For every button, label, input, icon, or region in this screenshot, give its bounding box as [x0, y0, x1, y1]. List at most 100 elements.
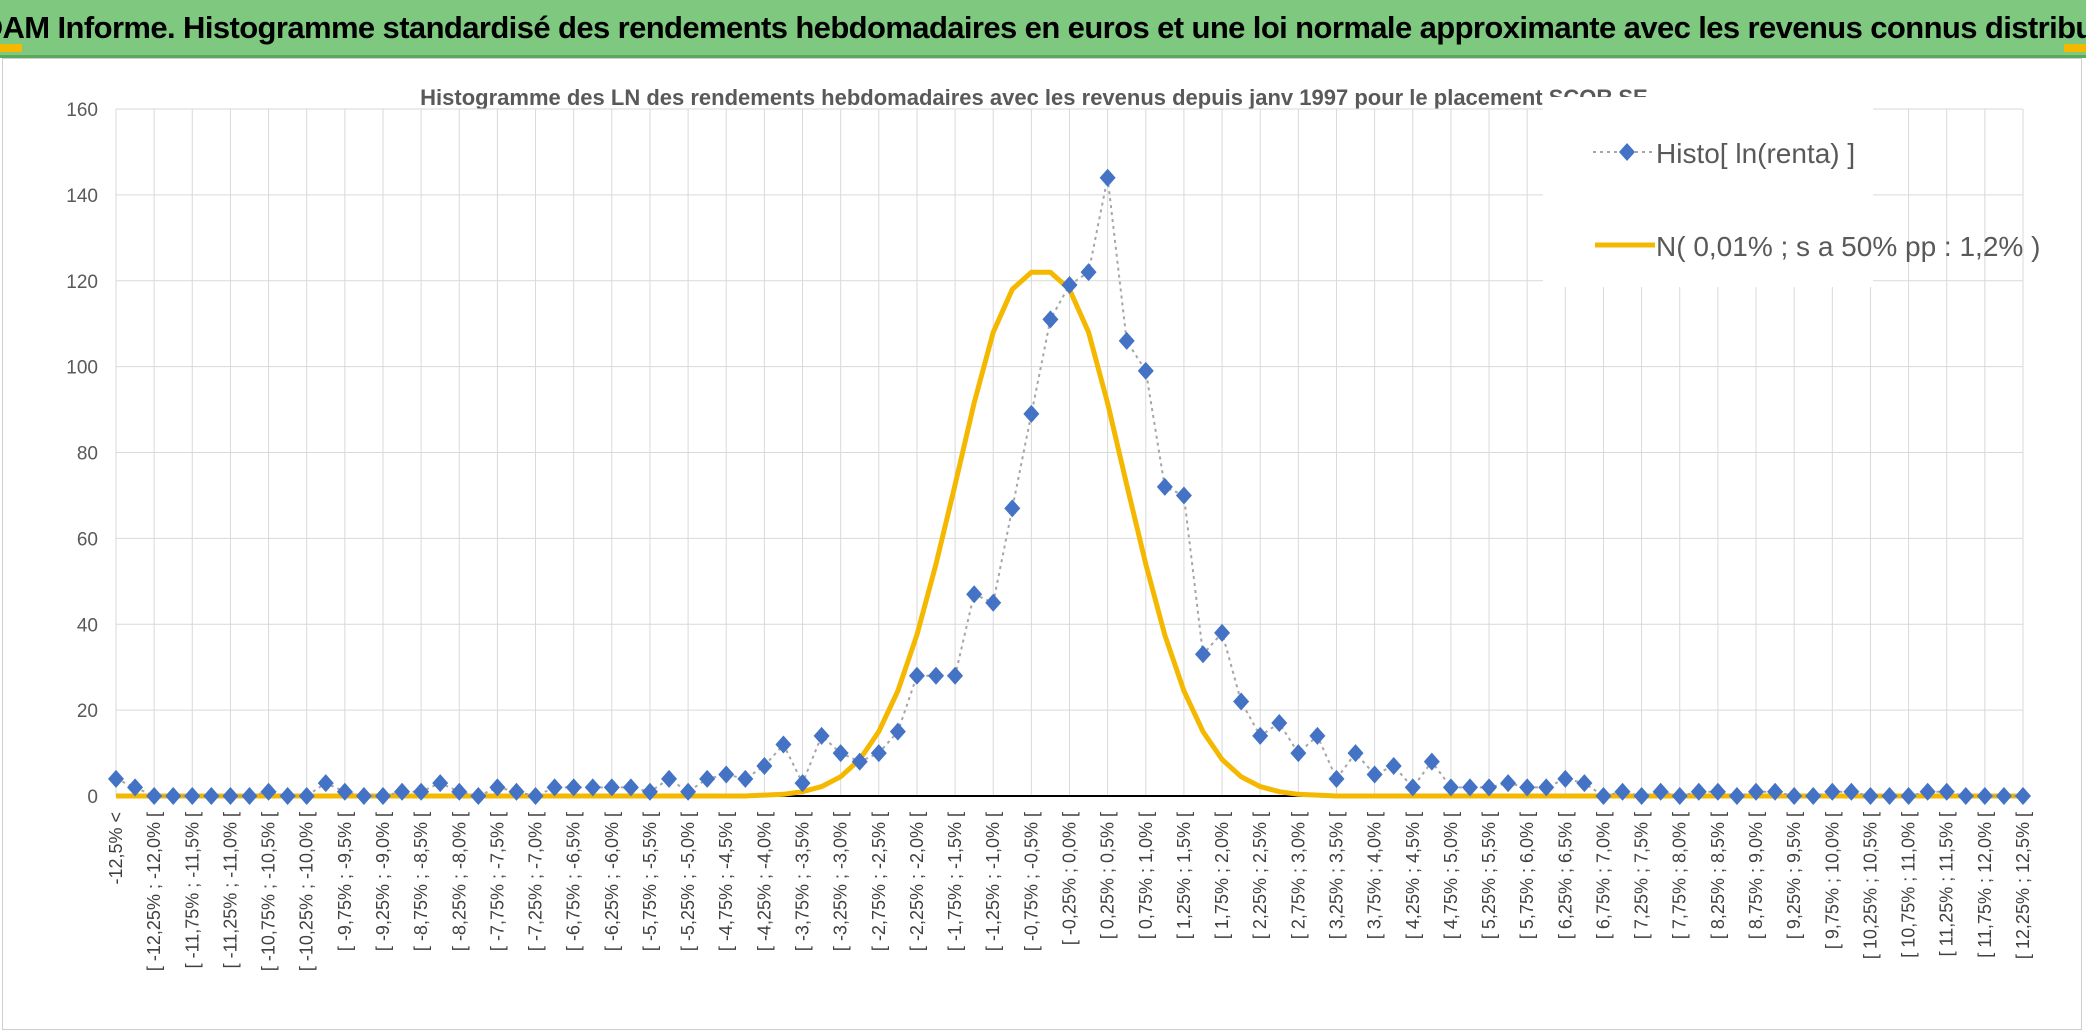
histo-point	[947, 666, 964, 685]
histo-point	[1671, 787, 1688, 805]
histo-point	[1995, 787, 2012, 805]
x-tick-label: [ -7,75% ; -7,5% [	[487, 812, 507, 951]
histo-point	[908, 666, 925, 685]
y-tick-label: 0	[87, 787, 98, 808]
histo-point	[1976, 787, 1993, 805]
y-tick-label: 100	[66, 358, 98, 379]
histo-point	[527, 787, 544, 805]
histo-point	[1728, 787, 1745, 805]
x-tick-label: [ 3,25% ; 3,5% [	[1326, 812, 1346, 939]
histo-point	[813, 726, 830, 745]
histo-point	[832, 744, 849, 763]
series-histo	[108, 168, 2031, 805]
histo-point	[680, 782, 697, 801]
y-tick-label: 120	[66, 272, 98, 293]
histo-point	[1614, 782, 1631, 801]
x-tick-label: [ 8,25% ; 8,5% [	[1708, 812, 1728, 939]
x-tick-label: [ -10,75% ; -10,5% [	[259, 812, 279, 971]
x-tick-label: [ -1,75% ; -1,5% [	[945, 812, 965, 951]
x-tick-label: [ 3,75% ; 4,0% [	[1365, 812, 1385, 939]
histo-point	[1538, 778, 1555, 797]
histo-point	[1404, 778, 1421, 797]
histo-point	[1309, 726, 1326, 745]
histo-point	[1061, 276, 1078, 295]
histo-point	[1442, 778, 1459, 797]
x-tick-label: [ -11,25% ; -11,0% [	[220, 812, 240, 968]
banner-title: ADAM Informe. Histogramme standardisé de…	[0, 9, 2086, 45]
histo-point	[1080, 263, 1097, 282]
histo-point	[1156, 477, 1173, 496]
x-tick-label: [ -2,75% ; -2,5% [	[869, 812, 889, 951]
histo-point	[374, 787, 391, 805]
histo-point	[889, 722, 906, 741]
histo-point	[1385, 756, 1402, 775]
histo-point	[1423, 752, 1440, 771]
histo-point	[1042, 310, 1059, 329]
histo-point	[1595, 787, 1612, 805]
x-tick-label: [ 6,25% ; 6,5% [	[1555, 812, 1575, 939]
histo-point	[756, 756, 773, 775]
histo-point	[146, 787, 163, 805]
histo-point	[1709, 782, 1726, 801]
legend: Histo[ ln(renta) ] N( 0,01% ; s a 50% pp…	[1543, 97, 2040, 287]
legend-histo-label: Histo[ ln(renta) ]	[1656, 138, 1855, 169]
histo-point	[1137, 361, 1154, 380]
histo-point	[1633, 787, 1650, 805]
x-tick-label: [ 0,25% ; 0,5% [	[1098, 812, 1118, 939]
x-tick-label: [ -11,75% ; -11,5% [	[182, 812, 202, 968]
corner-accent-right	[2064, 44, 2086, 52]
gridlines	[115, 108, 2024, 796]
histo-point	[1481, 778, 1498, 797]
chart-title: Histogramme des LN des rendements hebdom…	[420, 85, 1654, 110]
histo-point	[394, 782, 411, 801]
histo-point	[1290, 744, 1307, 763]
x-tick-label: [ 2,75% ; 3,0% [	[1288, 812, 1308, 939]
histo-point	[1900, 787, 1917, 805]
y-tick-label: 40	[77, 615, 98, 636]
x-tick-label: [ 7,75% ; 8,0% [	[1670, 812, 1690, 939]
histo-point	[1919, 782, 1936, 801]
histo-point	[1023, 404, 1040, 423]
x-tick-label: [ 7,25% ; 7,5% [	[1632, 812, 1652, 939]
histo-point	[108, 769, 124, 788]
x-tick-label: [ 9,25% ; 9,5% [	[1784, 812, 1804, 939]
histo-point	[1824, 782, 1841, 801]
histo-point	[1194, 645, 1211, 664]
x-tick-label: [ 5,25% ; 5,5% [	[1479, 812, 1499, 939]
x-tick-label: [ 6,75% ; 7,0% [	[1593, 812, 1613, 939]
histo-point	[794, 774, 811, 793]
x-tick-label: [ 1,75% ; 2,0% [	[1212, 812, 1232, 939]
x-tick-label: [ -12,25% ; -12,0% [	[144, 812, 164, 971]
x-tick-label: [ 8,75% ; 9,0% [	[1746, 812, 1766, 939]
histo-point	[1214, 623, 1231, 642]
x-tick-label: [ -6,75% ; -6,5% [	[564, 812, 584, 951]
histo-point	[1004, 499, 1021, 518]
histo-point	[1099, 168, 1116, 187]
x-tick-label: [ 9,75% ; 10,0% [	[1822, 812, 1842, 949]
histo-point	[1805, 787, 1822, 805]
x-tick-label: [ -3,75% ; -3,5% [	[793, 812, 813, 951]
y-tick-label: 160	[66, 100, 98, 121]
histo-point	[928, 666, 945, 685]
histo-point	[851, 752, 868, 771]
x-tick-label: [ -5,75% ; -5,5% [	[640, 812, 660, 951]
x-tick-label: [ 12,25% ; 12,5% [	[2013, 812, 2033, 959]
histo-point	[451, 782, 468, 801]
corner-accent-left	[0, 44, 22, 52]
x-tick-label: [ -4,25% ; -4,0% [	[754, 812, 774, 951]
histo-point	[1767, 782, 1784, 801]
x-tick-label: [ 0,75% ; 1,0% [	[1136, 812, 1156, 939]
chart-frame: Histogramme des LN des rendements hebdom…	[2, 58, 2082, 1030]
histo-point	[489, 778, 506, 797]
histo-point	[1328, 769, 1345, 788]
x-tick-label: [ 4,25% ; 4,5% [	[1403, 812, 1423, 939]
x-tick-label: [ -10,25% ; -10,0% [	[297, 812, 317, 971]
histo-point	[203, 787, 220, 805]
histo-point	[1252, 726, 1269, 745]
x-tick-label: [ 2,25% ; 2,5% [	[1250, 812, 1270, 939]
histo-point	[298, 787, 315, 805]
x-tick-label: [ -2,25% ; -2,0% [	[907, 812, 927, 951]
histo-point	[317, 774, 334, 793]
histo-point	[985, 593, 1002, 612]
x-tick-label: [ -8,25% ; -8,0% [	[449, 812, 469, 951]
